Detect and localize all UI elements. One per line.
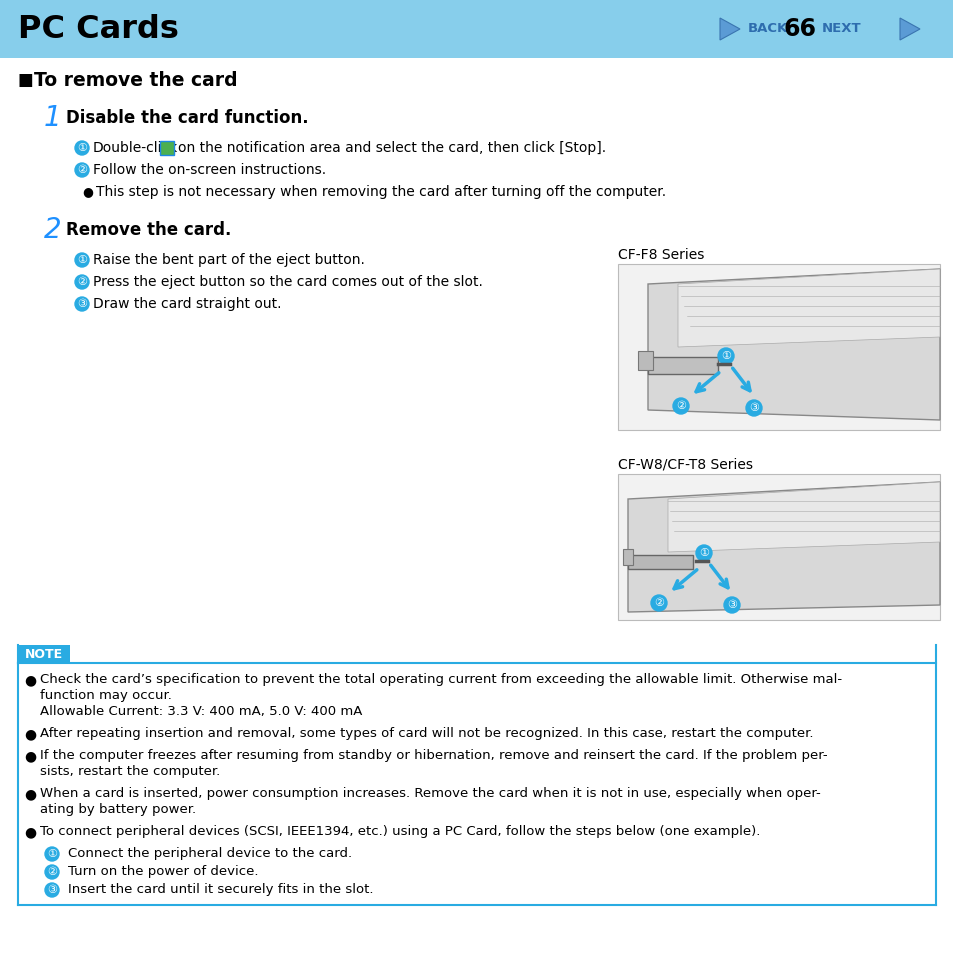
Text: To connect peripheral devices (SCSI, IEEE1394, etc.) using a PC Card, follow the: To connect peripheral devices (SCSI, IEE… bbox=[40, 825, 760, 838]
Bar bbox=[647, 357, 718, 374]
Text: After repeating insertion and removal, some types of card will not be recognized: After repeating insertion and removal, s… bbox=[40, 727, 813, 740]
Text: Follow the on-screen instructions.: Follow the on-screen instructions. bbox=[92, 163, 326, 177]
Text: Remove the card.: Remove the card. bbox=[66, 221, 232, 239]
Bar bbox=[160, 141, 173, 155]
Text: Draw the card straight out.: Draw the card straight out. bbox=[92, 297, 281, 311]
Circle shape bbox=[75, 253, 89, 267]
Text: ③: ③ bbox=[77, 299, 87, 309]
Text: ②: ② bbox=[47, 867, 57, 877]
Text: function may occur.: function may occur. bbox=[40, 689, 172, 702]
Circle shape bbox=[696, 545, 711, 561]
Polygon shape bbox=[627, 482, 939, 612]
Text: Connect the peripheral device to the card.: Connect the peripheral device to the car… bbox=[68, 847, 352, 860]
Bar bbox=[618, 474, 939, 620]
Text: ②: ② bbox=[654, 598, 663, 608]
Text: Allowable Current: 3.3 V: 400 mA, 5.0 V: 400 mA: Allowable Current: 3.3 V: 400 mA, 5.0 V:… bbox=[40, 705, 362, 718]
Circle shape bbox=[75, 163, 89, 177]
Text: ①: ① bbox=[47, 849, 57, 859]
Circle shape bbox=[718, 348, 733, 364]
Text: ②: ② bbox=[77, 165, 87, 175]
Text: ①: ① bbox=[77, 255, 87, 265]
Text: Double-click: Double-click bbox=[92, 141, 178, 155]
Text: Press the eject button so the card comes out of the slot.: Press the eject button so the card comes… bbox=[92, 275, 482, 289]
Circle shape bbox=[45, 847, 59, 861]
Text: PC Cards: PC Cards bbox=[18, 13, 179, 44]
Text: 1: 1 bbox=[44, 104, 62, 132]
Text: CF-F8 Series: CF-F8 Series bbox=[618, 248, 703, 262]
Text: When a card is inserted, power consumption increases. Remove the card when it is: When a card is inserted, power consumpti… bbox=[40, 787, 820, 800]
Circle shape bbox=[650, 595, 666, 611]
Text: NEXT: NEXT bbox=[821, 22, 861, 35]
Text: CF-W8/CF-T8 Series: CF-W8/CF-T8 Series bbox=[618, 458, 752, 472]
Bar bbox=[638, 351, 652, 370]
Text: Turn on the power of device.: Turn on the power of device. bbox=[68, 865, 258, 878]
Bar bbox=[622, 549, 633, 565]
Circle shape bbox=[45, 883, 59, 897]
Circle shape bbox=[45, 865, 59, 879]
Circle shape bbox=[723, 597, 740, 613]
Text: Check the card’s specification to prevent the total operating current from excee: Check the card’s specification to preven… bbox=[40, 673, 841, 686]
Bar bbox=[18, 645, 70, 663]
Polygon shape bbox=[667, 482, 939, 552]
Text: on the notification area and select the card, then click [Stop].: on the notification area and select the … bbox=[178, 141, 605, 155]
Text: To remove the card: To remove the card bbox=[34, 71, 237, 89]
Text: ③: ③ bbox=[47, 885, 57, 895]
Text: ●: ● bbox=[82, 185, 92, 199]
Text: ■: ■ bbox=[18, 71, 33, 89]
Circle shape bbox=[745, 400, 761, 416]
Text: BACK: BACK bbox=[747, 22, 787, 35]
Circle shape bbox=[75, 275, 89, 289]
Text: ③: ③ bbox=[726, 600, 737, 610]
Polygon shape bbox=[899, 18, 919, 40]
Bar bbox=[618, 264, 939, 430]
Text: ①: ① bbox=[720, 351, 730, 361]
Text: ①: ① bbox=[699, 548, 708, 558]
Bar bbox=[0, 0, 953, 58]
Text: This step is not necessary when removing the card after turning off the computer: This step is not necessary when removing… bbox=[96, 185, 665, 199]
Text: If the computer freezes after resuming from standby or hibernation, remove and r: If the computer freezes after resuming f… bbox=[40, 749, 827, 762]
Text: 66: 66 bbox=[782, 17, 816, 41]
Bar bbox=[627, 555, 692, 569]
Text: Raise the bent part of the eject button.: Raise the bent part of the eject button. bbox=[92, 253, 364, 267]
Text: Disable the card function.: Disable the card function. bbox=[66, 109, 309, 127]
Polygon shape bbox=[678, 269, 939, 347]
Text: ●: ● bbox=[24, 749, 36, 763]
Text: ③: ③ bbox=[748, 403, 759, 413]
Text: NOTE: NOTE bbox=[25, 647, 63, 661]
Polygon shape bbox=[647, 269, 939, 420]
Circle shape bbox=[75, 141, 89, 155]
Text: ①: ① bbox=[77, 143, 87, 153]
Circle shape bbox=[75, 297, 89, 311]
Text: ●: ● bbox=[24, 727, 36, 741]
Polygon shape bbox=[720, 18, 740, 40]
Text: Insert the card until it securely fits in the slot.: Insert the card until it securely fits i… bbox=[68, 883, 374, 896]
Text: sists, restart the computer.: sists, restart the computer. bbox=[40, 765, 220, 778]
Text: ating by battery power.: ating by battery power. bbox=[40, 803, 196, 816]
Text: ②: ② bbox=[77, 277, 87, 287]
Text: 2: 2 bbox=[44, 216, 62, 244]
Text: ●: ● bbox=[24, 825, 36, 839]
Text: ●: ● bbox=[24, 787, 36, 801]
Text: ②: ② bbox=[676, 401, 685, 411]
Circle shape bbox=[672, 398, 688, 414]
Text: ●: ● bbox=[24, 673, 36, 687]
